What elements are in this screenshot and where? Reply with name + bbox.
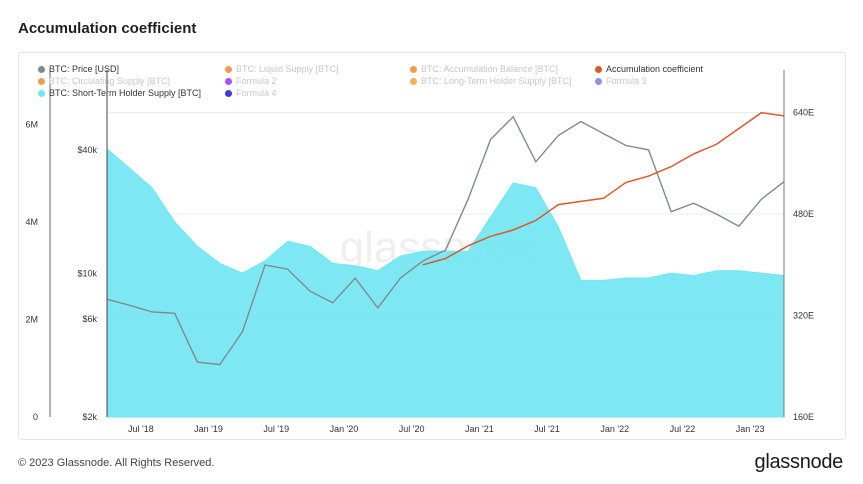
- legend-label: BTC: Circulating Supply [BTC]: [49, 76, 171, 86]
- supply-area-layer: [106, 147, 785, 418]
- right-axis-tick-label: 160E: [793, 412, 814, 422]
- legend-dot-icon: [225, 77, 232, 85]
- x-axis-tick-label: Jul '20: [399, 424, 425, 434]
- legend-dot-icon: [225, 65, 232, 73]
- price-axis-tick-label: $10k: [77, 269, 97, 279]
- price-axis-tick-label: $6k: [82, 314, 97, 324]
- left-axis-tick-label: 6M: [25, 119, 38, 129]
- left-axis-tick-label: 4M: [25, 217, 38, 227]
- series-line-accumulation-coefficient: [422, 111, 785, 266]
- legend-label: Formula 4: [236, 88, 277, 98]
- legend-dot-icon: [410, 77, 417, 85]
- legend-item-accumulation-balance[interactable]: BTC: Accumulation Balance [BTC]: [410, 64, 558, 74]
- right-axis-tick-label: 480E: [793, 209, 814, 219]
- copyright-text: © 2023 Glassnode. All Rights Reserved.: [18, 457, 215, 469]
- x-axis-tick-label: Jan '19: [194, 424, 223, 434]
- legend-item-long-term-holder-supply[interactable]: BTC: Long-Term Holder Supply [BTC]: [410, 76, 572, 86]
- price-axis-tick-label: $40k: [77, 145, 97, 155]
- x-axis-tick-label: Jul '18: [128, 424, 154, 434]
- legend-item-formula-2[interactable]: Formula 2: [225, 76, 277, 86]
- legend-dot-icon: [38, 77, 45, 85]
- chart-legend: BTC: Price [USD] BTC: Liquid Supply [BTC…: [38, 64, 758, 100]
- legend-label: BTC: Liquid Supply [BTC]: [236, 64, 339, 74]
- left-axis-tick-label: 2M: [25, 314, 38, 324]
- legend-label: BTC: Short-Term Holder Supply [BTC]: [49, 88, 202, 98]
- x-axis-tick-label: Jul '19: [263, 424, 289, 434]
- axis-layer: 0 2M 4M 6M $2k $6k $10k $40k 160E 320E 480E 640E Jul…: [25, 70, 814, 434]
- legend-label: Formula 3: [606, 76, 647, 86]
- legend-label: BTC: Price [USD]: [49, 64, 120, 74]
- x-axis-tick-label: Jan '22: [600, 424, 629, 434]
- right-axis-tick-label: 640E: [793, 108, 814, 118]
- line-layer: [106, 111, 785, 366]
- legend-item-price[interactable]: BTC: Price [USD]: [38, 64, 119, 74]
- legend-dot-icon: [595, 65, 602, 73]
- x-axis-tick-label: Jul '22: [670, 424, 696, 434]
- legend-dot-icon: [38, 89, 45, 97]
- legend-label: BTC: Long-Term Holder Supply [BTC]: [421, 76, 572, 86]
- right-axis-tick-label: 320E: [793, 311, 814, 321]
- series-area-short-term-holder-supply: [106, 147, 785, 418]
- legend-item-formula-4[interactable]: Formula 4: [225, 88, 277, 98]
- legend-dot-icon: [38, 65, 45, 73]
- legend-dot-icon: [225, 89, 232, 97]
- legend-dot-icon: [410, 65, 417, 73]
- legend-item-formula-3[interactable]: Formula 3: [595, 76, 647, 86]
- x-axis-tick-label: Jan '21: [465, 424, 494, 434]
- x-axis-tick-label: Jul '21: [534, 424, 560, 434]
- legend-item-short-term-holder-supply[interactable]: BTC: Short-Term Holder Supply [BTC]: [38, 88, 201, 98]
- legend-item-accumulation-coefficient[interactable]: Accumulation coefficient: [595, 64, 703, 74]
- x-axis-tick-label: Jan '23: [736, 424, 765, 434]
- series-line-price: [106, 115, 785, 366]
- legend-item-circulating-supply[interactable]: BTC: Circulating Supply [BTC]: [38, 76, 170, 86]
- legend-label: BTC: Accumulation Balance [BTC]: [421, 64, 559, 74]
- legend-label: Accumulation coefficient: [606, 64, 703, 74]
- price-axis-tick-label: $2k: [82, 412, 97, 422]
- legend-dot-icon: [595, 77, 602, 85]
- legend-item-liquid-supply[interactable]: BTC: Liquid Supply [BTC]: [225, 64, 339, 74]
- glassnode-logo: glassnode: [754, 451, 844, 473]
- page-title: Accumulation coefficient: [18, 20, 197, 37]
- legend-label: Formula 2: [236, 76, 277, 86]
- x-axis-tick-label: Jan '20: [330, 424, 359, 434]
- left-axis-tick-label: 0: [33, 412, 38, 422]
